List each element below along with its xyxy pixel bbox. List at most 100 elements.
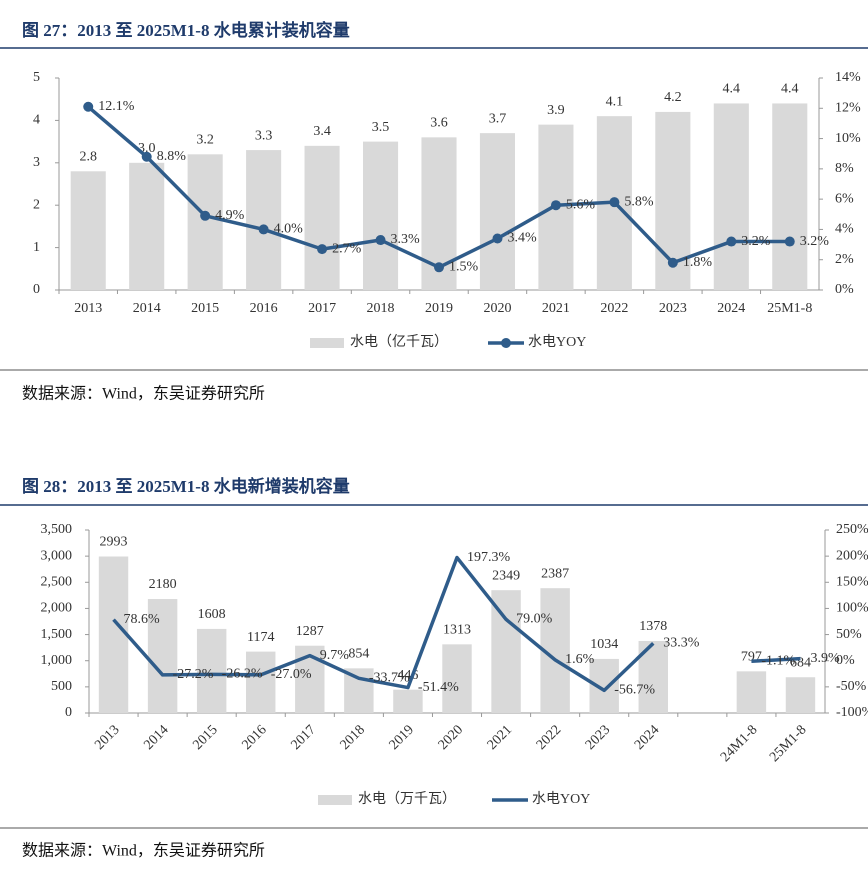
bar-label: 3.3 xyxy=(255,128,273,143)
x-tick-label: 2018 xyxy=(367,301,395,316)
x-tick-label: 2013 xyxy=(74,301,102,316)
x-tick-label: 2014 xyxy=(133,301,161,316)
bar xyxy=(772,103,808,290)
line-label: 1.8% xyxy=(683,255,713,270)
x-tick-label: 2016 xyxy=(250,301,278,316)
x-tick-label: 2024 xyxy=(632,722,662,752)
x-tick-label: 25M1-8 xyxy=(767,301,812,316)
line-label: -51.4% xyxy=(418,680,459,695)
x-tick-label: 2017 xyxy=(308,301,336,316)
bar xyxy=(442,644,472,713)
y2-tick-label: 50% xyxy=(836,627,862,642)
legend-swatch xyxy=(318,795,352,805)
bar-label: 3.6 xyxy=(430,116,448,131)
line-marker xyxy=(83,101,94,112)
y2-tick-label: -50% xyxy=(836,679,867,694)
y2-tick-label: 2% xyxy=(835,252,854,267)
line-label: 4.9% xyxy=(215,208,245,223)
line-label: 1.5% xyxy=(449,260,479,275)
x-tick-label: 2022 xyxy=(534,722,564,752)
line-marker xyxy=(258,224,269,235)
x-tick-label: 2020 xyxy=(483,301,511,316)
line-label: -27.2% xyxy=(173,667,214,682)
bar-label: 1287 xyxy=(296,624,324,639)
bar-label: 3.2 xyxy=(196,133,214,148)
line-label: -26.2% xyxy=(222,667,263,682)
bar-label: 1034 xyxy=(590,637,618,652)
bar-label: 4.4 xyxy=(723,82,741,97)
y-tick-label: 0 xyxy=(33,282,40,297)
bar-label: 3.4 xyxy=(313,124,331,139)
x-tick-label: 2015 xyxy=(190,722,220,752)
y2-tick-label: 100% xyxy=(836,601,868,616)
line-label: 79.0% xyxy=(516,612,553,627)
bar-label: 2349 xyxy=(492,568,520,583)
bar xyxy=(393,689,423,713)
line-marker xyxy=(317,244,328,255)
line-label: 33.3% xyxy=(663,636,700,651)
line-label: -27.0% xyxy=(271,667,312,682)
bar-label: 1313 xyxy=(443,623,471,638)
x-tick-label: 2015 xyxy=(191,301,219,316)
line-label: 3.3% xyxy=(391,232,421,247)
x-tick-label: 2019 xyxy=(387,722,417,752)
x-tick-label: 2018 xyxy=(338,722,368,752)
bar xyxy=(479,133,515,290)
legend-label: 水电YOY xyxy=(532,791,590,807)
line-marker xyxy=(375,235,386,246)
bar xyxy=(246,150,282,290)
y2-tick-label: 14% xyxy=(835,70,861,85)
legend-label: 水电YOY xyxy=(528,334,586,350)
x-tick-label: 2023 xyxy=(583,722,613,752)
bar-label: 854 xyxy=(348,647,369,662)
legend-label: 水电（亿千瓦） xyxy=(350,334,448,350)
x-tick-label: 2014 xyxy=(141,722,171,752)
bar xyxy=(491,590,521,713)
line-label: -1.1% xyxy=(761,654,795,669)
x-tick-label: 2013 xyxy=(92,722,122,752)
y-tick-label: 1,500 xyxy=(41,627,73,642)
legend-swatch xyxy=(310,338,344,348)
bar xyxy=(129,162,165,290)
y2-tick-label: 4% xyxy=(835,222,854,237)
line-label: 3.4% xyxy=(507,231,537,246)
line-label: 4.0% xyxy=(274,222,304,237)
y-tick-label: 500 xyxy=(51,679,72,694)
y2-tick-label: 0% xyxy=(836,653,855,668)
y-tick-label: 2,000 xyxy=(41,601,73,616)
bar xyxy=(70,171,106,290)
bar xyxy=(713,103,749,290)
x-tick-label: 2023 xyxy=(659,301,687,316)
y2-tick-label: 10% xyxy=(835,131,861,146)
bar-label: 3.9 xyxy=(547,103,565,118)
line-marker xyxy=(434,262,444,273)
bar-label: 1378 xyxy=(639,619,667,634)
y2-tick-label: 6% xyxy=(835,191,854,206)
bar xyxy=(785,677,816,713)
line-label: 8.8% xyxy=(157,149,187,164)
x-tick-label: 2021 xyxy=(485,722,515,752)
line-label: 78.6% xyxy=(124,612,160,627)
bar-label: 4.1 xyxy=(606,94,624,109)
y-tick-label: 3 xyxy=(33,155,40,170)
x-tick-label: 2021 xyxy=(542,301,570,316)
line-label: 3.2% xyxy=(800,234,830,249)
bar-label: 1174 xyxy=(247,630,274,645)
line-label: -56.7% xyxy=(614,683,655,698)
y2-tick-label: -100% xyxy=(836,705,868,720)
line-marker xyxy=(492,233,503,244)
bar xyxy=(363,141,399,290)
line-label: 2.7% xyxy=(332,241,362,256)
line-label: 9.7% xyxy=(320,648,350,663)
line-label: -33.7% xyxy=(369,671,410,686)
bar-label: 2993 xyxy=(100,535,128,550)
y2-tick-label: 150% xyxy=(836,575,868,590)
bar xyxy=(736,671,767,713)
source: 数据来源：Wind，东吴证券研究所 xyxy=(22,385,265,403)
y2-tick-label: 8% xyxy=(835,161,854,176)
line-marker xyxy=(609,197,620,208)
y-tick-label: 2 xyxy=(33,197,40,212)
y2-tick-label: 250% xyxy=(836,522,868,537)
bar xyxy=(246,651,276,713)
bar-label: 2.8 xyxy=(79,149,97,164)
